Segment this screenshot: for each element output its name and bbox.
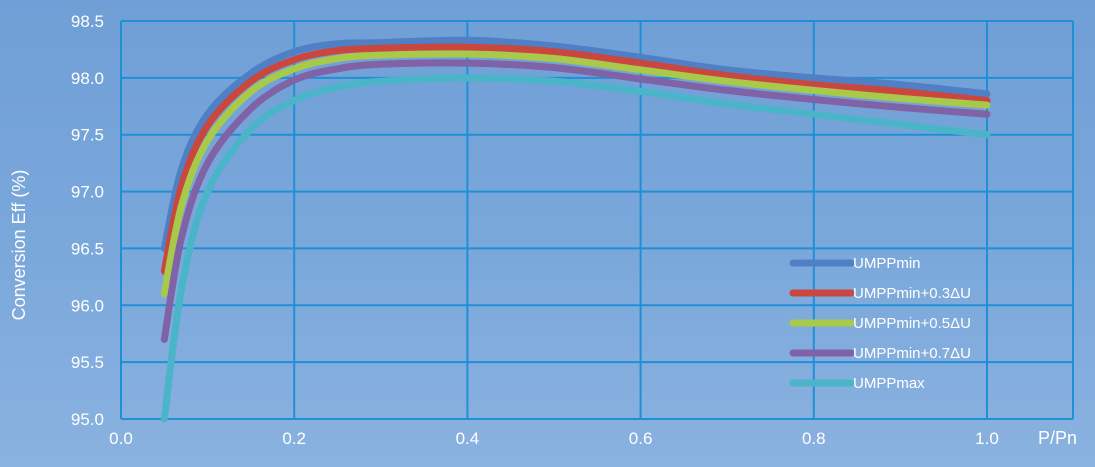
x-tick-label: 0.8 [802,429,826,448]
legend-label: UMPPmin+0.5ΔU [853,315,971,332]
legend-label: UMPPmin+0.7ΔU [853,345,971,362]
series-line-2 [160,43,991,275]
series-line-5 [160,74,991,423]
x-tick-label: 0.2 [282,429,306,448]
y-tick-label: 96.5 [71,239,104,258]
series-lines [160,36,991,423]
x-tick-label: 0.4 [456,429,480,448]
x-tick-label: 1.0 [975,429,999,448]
series-line-4 [160,59,991,343]
legend-label: UMPPmin+0.3ΔU [853,285,971,302]
x-tick-label: 0.0 [109,429,133,448]
y-tick-label: 98.5 [71,12,104,31]
series-line-1 [160,36,991,252]
series-line-3 [160,50,991,298]
y-tick-label: 95.0 [71,410,104,429]
x-axis-label: P/Pn [1038,428,1077,448]
legend-label: UMPPmin [853,255,921,272]
legend: UMPPmin UMPPmin+0.3ΔU UMPPmin+0.5ΔU UMPPmin… [789,255,971,392]
x-tick-label: 0.6 [629,429,653,448]
y-tick-label: 95.5 [71,353,104,372]
y-axis-label: Conversion Eff (%) [9,170,29,321]
x-tick-labels: 0.0 0.2 0.4 0.6 0.8 1.0 [109,429,999,448]
y-tick-label: 97.0 [71,183,104,202]
y-tick-label: 98.0 [71,69,104,88]
y-tick-label: 96.0 [71,296,104,315]
y-tick-labels: 95.0 95.5 96.0 96.5 97.0 97.5 98.0 98.5 [71,12,104,429]
y-tick-label: 97.5 [71,126,104,145]
legend-label: UMPPmax [853,375,925,392]
